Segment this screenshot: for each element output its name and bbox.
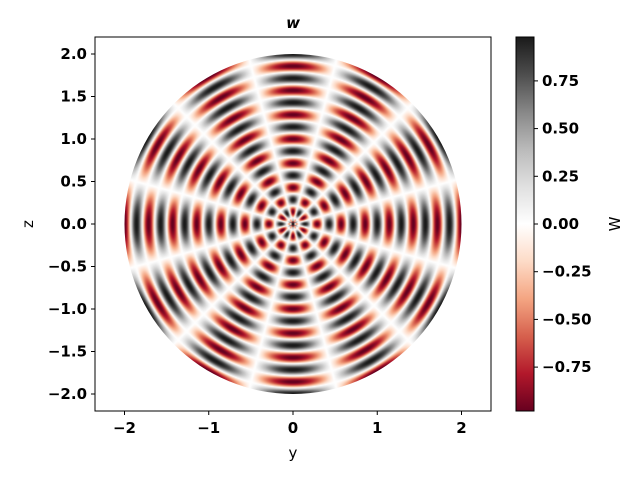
- colorbar-label: W: [606, 216, 624, 231]
- field-image: [124, 54, 462, 394]
- x-axis-ticks: −2 −1 0 1 2: [113, 411, 467, 437]
- colorbar-tick-label: 0.00: [542, 215, 579, 233]
- colorbar-tick-label: 0.50: [542, 120, 579, 138]
- y-axis-label: z: [19, 220, 37, 228]
- colorbar-tick-label: 0.75: [542, 72, 579, 90]
- chart-title: w: [286, 14, 300, 32]
- colorbar-tick-label: −0.50: [542, 310, 592, 328]
- y-axis-ticks: −2.0 −1.5 −1.0 −0.5 0.0 0.5 1.0 1.5 2.0: [48, 45, 95, 403]
- y-tick-label: 2.0: [60, 45, 87, 63]
- y-tick-label: 0.0: [60, 215, 87, 233]
- x-tick-label: 1: [372, 419, 382, 437]
- y-tick-label: 1.5: [60, 88, 87, 106]
- colorbar-tick-label: −0.25: [542, 263, 592, 281]
- colorbar-ticks: −0.75 −0.50 −0.25 0.00 0.25 0.50 0.75: [534, 72, 592, 376]
- x-tick-label: −2: [113, 419, 136, 437]
- annulus-field: [124, 54, 462, 394]
- x-tick-label: 0: [288, 419, 298, 437]
- y-tick-label: −0.5: [48, 258, 87, 276]
- y-tick-label: 1.0: [60, 130, 87, 148]
- colorbar-tick-label: −0.75: [542, 358, 592, 376]
- x-axis-label: y: [289, 444, 298, 462]
- y-tick-label: 0.5: [60, 173, 87, 191]
- x-tick-label: 2: [456, 419, 466, 437]
- colorbar: [515, 36, 535, 412]
- y-tick-label: −2.0: [48, 385, 87, 403]
- x-tick-label: −1: [197, 419, 220, 437]
- y-tick-label: −1.0: [48, 300, 87, 318]
- colorbar-tick-label: 0.25: [542, 167, 579, 185]
- y-tick-label: −1.5: [48, 343, 87, 361]
